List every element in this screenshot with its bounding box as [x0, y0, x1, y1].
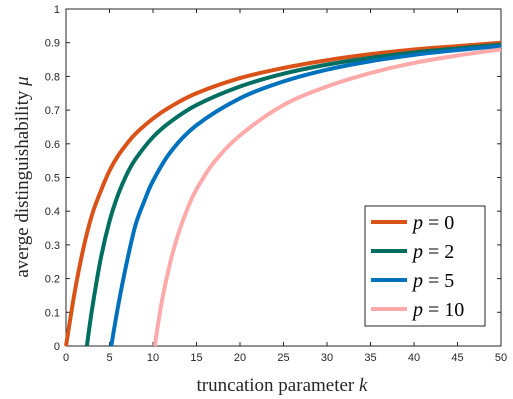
legend-label-p-2: p = 2: [411, 241, 454, 263]
series-line-p-2: [84, 42, 502, 347]
y-tick-label: 1: [54, 4, 60, 16]
y-tick-label: 0.9: [45, 38, 60, 50]
x-tick-label: 25: [277, 352, 289, 364]
y-axis-label: averge distinguishability μ: [12, 76, 33, 277]
y-axis: 0 0.1 0.2 0.3 0.4 0.5 0.6 0.7 0.8 0.9 1: [45, 4, 501, 353]
series-group: [64, 40, 502, 347]
y-tick-label: 0.4: [45, 206, 60, 218]
x-tick-label: 30: [321, 352, 333, 364]
x-tick-label: 15: [190, 352, 202, 364]
x-tick-label: 10: [147, 352, 159, 364]
x-tick-label: 20: [234, 352, 246, 364]
x-tick-label: 35: [364, 352, 376, 364]
x-axis: 0 5 10 15 20 25 30 35 40 45 50: [63, 9, 507, 364]
y-tick-label: 0.8: [45, 71, 60, 83]
series-line-p-0: [64, 40, 502, 347]
series-line-p-10: [152, 47, 502, 347]
x-tick-label: 50: [495, 352, 507, 364]
y-tick-label: 0: [54, 341, 60, 353]
series-line-p-5: [109, 44, 502, 347]
x-axis-label: truncation parameter k: [197, 375, 368, 396]
x-tick-label: 45: [451, 352, 463, 364]
x-tick-label: 0: [63, 352, 69, 364]
y-tick-label: 0.7: [45, 105, 60, 117]
legend: p = 0 p = 2 p = 5 p = 10: [364, 205, 486, 327]
legend-box: [364, 205, 486, 327]
y-tick-label: 0.6: [45, 139, 60, 151]
y-tick-label: 0.2: [45, 274, 60, 286]
y-tick-label: 0.3: [45, 240, 60, 252]
x-tick-label: 40: [408, 352, 420, 364]
y-tick-label: 0.1: [45, 307, 60, 319]
legend-label-p-5: p = 5: [411, 270, 454, 292]
y-tick-label: 0.5: [45, 173, 60, 185]
x-tick-label: 5: [106, 352, 112, 364]
legend-label-p-10: p = 10: [411, 299, 464, 321]
legend-label-p-0: p = 0: [411, 212, 454, 234]
